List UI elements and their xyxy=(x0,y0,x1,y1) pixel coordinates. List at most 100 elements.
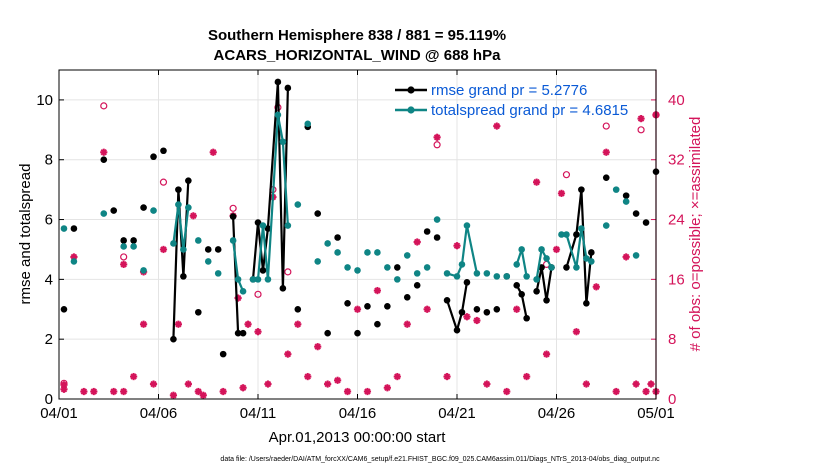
obs-assimilated-marker xyxy=(60,381,68,389)
rmse-point xyxy=(384,302,391,310)
obs-assimilated-marker xyxy=(503,387,511,396)
obs-assimilated-marker xyxy=(423,305,431,313)
rmse-line-segment xyxy=(446,282,468,334)
y-tick-label: 6 xyxy=(45,212,53,229)
spread-point xyxy=(503,273,511,280)
x-tick-label: 04/21 xyxy=(438,405,476,422)
obs-assimilated-marker xyxy=(383,384,391,392)
x-axis: 04/01 04/06 04/11 04/16 04/21 04/26 05/01 xyxy=(40,70,675,422)
rmse-point xyxy=(219,350,227,358)
obs-assimilated-marker xyxy=(523,372,531,381)
spread-point xyxy=(473,270,481,277)
obs-assimilated-marker xyxy=(284,350,292,358)
rmse-point xyxy=(563,264,570,271)
rmse-point xyxy=(160,147,167,155)
rmse-point xyxy=(453,326,461,334)
rmse-point xyxy=(513,282,520,289)
rmse-point xyxy=(334,234,341,241)
y-tick-label: 8 xyxy=(45,152,53,169)
chart-title-line1: Southern Hemisphere 838 / 881 = 95.119% xyxy=(208,27,506,44)
obs-assimilated-marker xyxy=(513,305,521,313)
spread-point xyxy=(458,261,466,268)
rmse-point xyxy=(185,177,192,184)
spread-point xyxy=(543,255,550,262)
x-tick-label: 04/11 xyxy=(240,405,276,422)
spread-point xyxy=(170,240,177,247)
spread-point xyxy=(204,258,212,265)
obs-assimilated-marker xyxy=(483,380,491,388)
spread-point xyxy=(403,252,411,259)
spread-point xyxy=(632,252,640,259)
rmse-point xyxy=(234,329,242,337)
obs-possible-marker xyxy=(637,126,645,134)
obs-possible-marker xyxy=(254,290,262,298)
spread-point xyxy=(180,246,187,253)
spread-point xyxy=(578,225,585,232)
obs-assimilated-marker xyxy=(373,286,381,295)
rmse-point xyxy=(473,305,481,313)
rmse-point xyxy=(518,291,525,298)
spread-point xyxy=(239,288,247,295)
rmse-point xyxy=(100,156,108,164)
spread-point xyxy=(354,267,361,274)
obs-assimilated-marker xyxy=(393,372,401,381)
spread-point xyxy=(294,201,302,208)
spread-point xyxy=(185,204,192,211)
y2-tick-label: 16 xyxy=(668,271,685,288)
obs-count-markers xyxy=(60,102,660,399)
obs-assimilated-marker xyxy=(582,380,590,388)
obs-assimilated-marker xyxy=(294,320,302,328)
series-lines xyxy=(60,78,660,358)
rmse-point xyxy=(264,225,272,232)
rmse-point xyxy=(130,237,137,244)
spread-point xyxy=(304,120,312,128)
spread-point xyxy=(602,222,610,229)
spread-point xyxy=(518,246,525,253)
rmse-point xyxy=(229,213,237,220)
rmse-point xyxy=(364,302,371,310)
rmse-point xyxy=(463,279,471,286)
x-tick-label: 04/16 xyxy=(339,405,377,422)
rmse-point xyxy=(284,84,292,92)
spread-point xyxy=(513,261,520,268)
rmse-point xyxy=(254,219,262,226)
spread-point xyxy=(533,276,540,283)
obs-assimilated-marker xyxy=(334,376,342,384)
rmse-point xyxy=(120,237,127,244)
obs-assimilated-marker xyxy=(149,380,158,388)
spread-point xyxy=(493,273,501,280)
rmse-point xyxy=(214,246,222,253)
rmse-point xyxy=(175,186,182,193)
spread-point xyxy=(423,264,431,271)
rmse-point xyxy=(483,308,491,316)
rmse-point xyxy=(443,297,451,304)
obs-assimilated-marker xyxy=(120,387,128,396)
y-tick-label: 2 xyxy=(45,331,53,348)
obs-assimilated-marker xyxy=(592,283,600,291)
rmse-point xyxy=(533,288,540,295)
y2-tick-label: 24 xyxy=(668,212,685,229)
obs-assimilated-marker xyxy=(632,380,640,388)
obs-assimilated-marker xyxy=(542,350,551,358)
spread-point xyxy=(433,216,441,223)
rmse-point xyxy=(543,297,550,304)
rmse-point xyxy=(170,335,177,343)
y2-tick-label: 8 xyxy=(668,331,676,348)
rmse-point xyxy=(413,282,421,289)
rmse-point xyxy=(394,264,401,271)
rmse-point xyxy=(150,153,157,161)
rmse-point xyxy=(60,305,68,313)
obs-assimilated-marker xyxy=(199,391,207,399)
spread-point xyxy=(264,276,272,283)
obs-assimilated-marker xyxy=(189,212,197,220)
rmse-point xyxy=(583,299,590,307)
rmse-point xyxy=(573,231,580,238)
rmse-point xyxy=(403,294,411,301)
spread-point xyxy=(523,273,530,280)
obs-assimilated-marker xyxy=(184,380,192,388)
obs-assimilated-marker xyxy=(557,189,566,197)
rmse-point xyxy=(578,186,585,193)
spread-point xyxy=(195,237,202,244)
spread-point xyxy=(70,258,78,265)
obs-assimilated-marker xyxy=(453,242,461,250)
